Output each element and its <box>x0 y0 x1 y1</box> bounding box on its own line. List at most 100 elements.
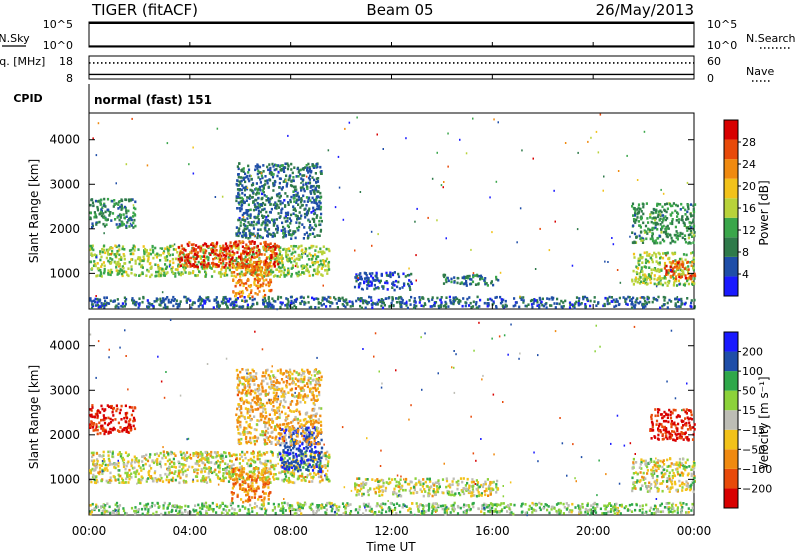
range-cell <box>632 224 635 227</box>
range-cell <box>440 184 443 187</box>
range-cell <box>176 251 179 254</box>
range-cell <box>91 426 95 429</box>
range-cell <box>128 426 131 430</box>
range-cell <box>166 305 169 309</box>
range-cell <box>91 254 94 257</box>
range-cell <box>663 275 666 278</box>
range-cell <box>290 245 293 248</box>
range-cell <box>171 257 174 261</box>
range-cell <box>635 298 638 302</box>
range-cell <box>267 246 270 250</box>
range-cell <box>106 302 109 305</box>
range-cell <box>197 298 200 302</box>
range-cell <box>145 250 148 254</box>
range-cell <box>182 267 186 270</box>
range-cell <box>639 282 642 285</box>
range-cell <box>256 244 259 248</box>
range-cell <box>109 257 112 260</box>
range-cell <box>376 133 378 136</box>
range-cell <box>388 273 391 277</box>
range-cell <box>126 416 129 420</box>
range-cell <box>564 142 567 144</box>
range-cell <box>635 236 638 239</box>
range-cell <box>154 274 157 278</box>
range-cell <box>236 297 239 300</box>
range-cell <box>491 231 493 234</box>
range-cell <box>279 202 282 206</box>
range-cell <box>247 171 250 174</box>
range-cell <box>302 466 305 469</box>
range-cell <box>120 304 123 308</box>
range-cell <box>157 263 160 267</box>
range-cell <box>305 204 308 207</box>
range-cell <box>131 198 134 201</box>
range-cell <box>89 248 92 252</box>
range-cell <box>595 304 598 307</box>
range-cell <box>210 262 214 265</box>
range-cell <box>194 274 197 277</box>
range-cell <box>242 216 245 218</box>
range-cell <box>90 424 93 428</box>
range-cell <box>311 296 314 300</box>
range-cell <box>286 224 289 227</box>
range-cell <box>257 218 260 221</box>
range-cell <box>171 244 174 248</box>
range-cell <box>686 210 689 214</box>
range-cell <box>682 253 686 256</box>
range-cell <box>681 269 684 272</box>
range-cell <box>645 202 648 205</box>
range-cell <box>209 266 212 269</box>
range-cell <box>121 481 124 484</box>
range-cell <box>92 422 96 425</box>
range-cell <box>410 295 413 299</box>
range-cell <box>692 268 695 272</box>
range-cell <box>625 302 628 306</box>
range-cell <box>115 245 118 249</box>
range-cell <box>292 458 295 462</box>
range-cell <box>636 179 639 181</box>
range-cell <box>146 299 149 302</box>
range-cell <box>236 466 239 470</box>
range-cell <box>122 270 125 274</box>
range-cell <box>316 267 319 271</box>
range-cell <box>187 244 190 247</box>
range-cell <box>177 271 180 274</box>
range-cell <box>320 304 323 307</box>
range-cell <box>360 306 363 310</box>
range-cell <box>207 459 210 462</box>
range-cell <box>476 295 479 299</box>
range-cell <box>255 284 258 288</box>
range-cell <box>111 452 114 455</box>
range-cell <box>297 171 300 174</box>
range-cell <box>118 263 121 266</box>
range-cell <box>320 475 323 479</box>
range-cell <box>134 475 137 478</box>
range-cell <box>202 475 205 478</box>
range-cell <box>102 261 105 264</box>
range-cell <box>661 226 664 230</box>
range-cell <box>276 453 280 456</box>
range-cell <box>196 274 199 277</box>
range-cell <box>233 472 236 476</box>
range-cell <box>132 419 135 423</box>
range-cell <box>637 277 640 281</box>
range-cell <box>302 296 305 300</box>
range-cell <box>370 230 373 233</box>
range-cell <box>241 305 244 309</box>
range-cell <box>527 303 530 306</box>
range-cell <box>232 278 235 281</box>
range-cell <box>308 226 311 229</box>
range-cell <box>224 269 227 272</box>
range-cell <box>300 479 303 482</box>
range-cell <box>664 281 667 285</box>
nave-ytick-bottom: 0 <box>707 72 714 85</box>
range-cell <box>319 216 322 219</box>
range-cell <box>280 256 283 259</box>
range-cell <box>111 418 114 422</box>
range-cell <box>673 266 676 269</box>
range-cell <box>219 272 222 276</box>
range-cell <box>554 220 556 223</box>
range-cell <box>674 225 677 229</box>
range-cell <box>96 297 99 301</box>
range-cell <box>368 295 371 299</box>
